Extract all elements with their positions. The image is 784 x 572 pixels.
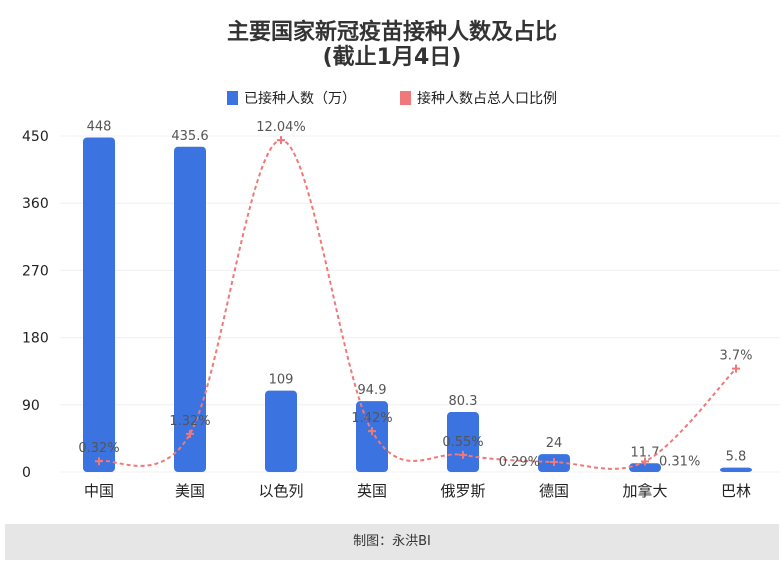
chart-title: 主要国家新冠疫苗接种人数及占比 (226, 20, 557, 45)
bar (720, 467, 752, 472)
bar-data-label: 5.8 (726, 450, 747, 465)
legend-label-line: 接种人数占总人口比例 (417, 91, 557, 107)
line-point-marker (95, 457, 103, 466)
bar (174, 146, 206, 472)
line-point-marker (368, 427, 376, 436)
x-tick-label: 俄罗斯 (440, 482, 485, 500)
line-point-marker (641, 457, 649, 466)
y-tick-label: 450 (22, 129, 49, 145)
bar-data-label: 24 (546, 436, 563, 451)
bar-data-label: 80.3 (449, 394, 478, 409)
chart-subtitle: (截止1月4日) (322, 45, 462, 70)
y-tick-label: 270 (22, 263, 49, 279)
line-series (98, 139, 737, 470)
y-tick-label: 180 (22, 331, 49, 347)
x-tick-label: 巴林 (721, 482, 751, 500)
plot-area: 0 90 180 270 360 450 448 中国 435.6 美国 109 以色列 94.9 英国 8… (22, 119, 780, 500)
y-tick-label: 0 (22, 465, 31, 481)
legend-item-bar[interactable]: 已接种人数（万） (227, 88, 356, 108)
legend-swatch-bar (227, 91, 238, 105)
line-point-marker (550, 458, 558, 467)
bar-data-label: 435.6 (171, 129, 208, 144)
legend-item-line[interactable]: 接种人数占总人口比例 (400, 88, 557, 108)
line-point-marker (186, 429, 194, 438)
bar-data-label: 94.9 (358, 383, 387, 398)
bar-data-label: 11.7 (631, 445, 660, 460)
y-tick-label: 90 (22, 398, 40, 414)
x-tick-label: 加拿大 (622, 482, 667, 500)
bar (83, 137, 115, 472)
line-point-marker (732, 364, 740, 373)
legend-label-bar: 已接种人数（万） (244, 91, 356, 107)
line-data-label: 0.55% (442, 435, 483, 450)
legend-swatch-line (400, 91, 411, 105)
bar-data-label: 448 (87, 119, 112, 134)
line-data-label: 0.32% (78, 441, 119, 456)
x-tick-label: 英国 (357, 482, 387, 500)
bar-data-label: 109 (269, 373, 294, 388)
line-point-marker (459, 450, 467, 459)
x-tick-label: 以色列 (258, 482, 303, 500)
line-data-label: 0.31% (659, 455, 700, 470)
legend: 已接种人数（万） 接种人数占总人口比例 (0, 88, 784, 108)
bar (265, 390, 297, 472)
line-data-label: 3.7% (719, 349, 752, 364)
line-point-marker (277, 136, 285, 145)
x-tick-label: 德国 (539, 482, 569, 500)
line-data-label: 0.29% (499, 455, 540, 470)
bar (356, 401, 388, 472)
line-data-label: 1.32% (169, 414, 210, 429)
y-tick-label: 360 (22, 196, 49, 212)
x-tick-label: 中国 (84, 482, 114, 500)
footer-credit: 制图：永洪BI (5, 524, 779, 560)
line-data-label: 12.04% (256, 120, 306, 135)
x-tick-label: 美国 (175, 482, 205, 500)
line-data-label: 1.42% (351, 411, 392, 426)
